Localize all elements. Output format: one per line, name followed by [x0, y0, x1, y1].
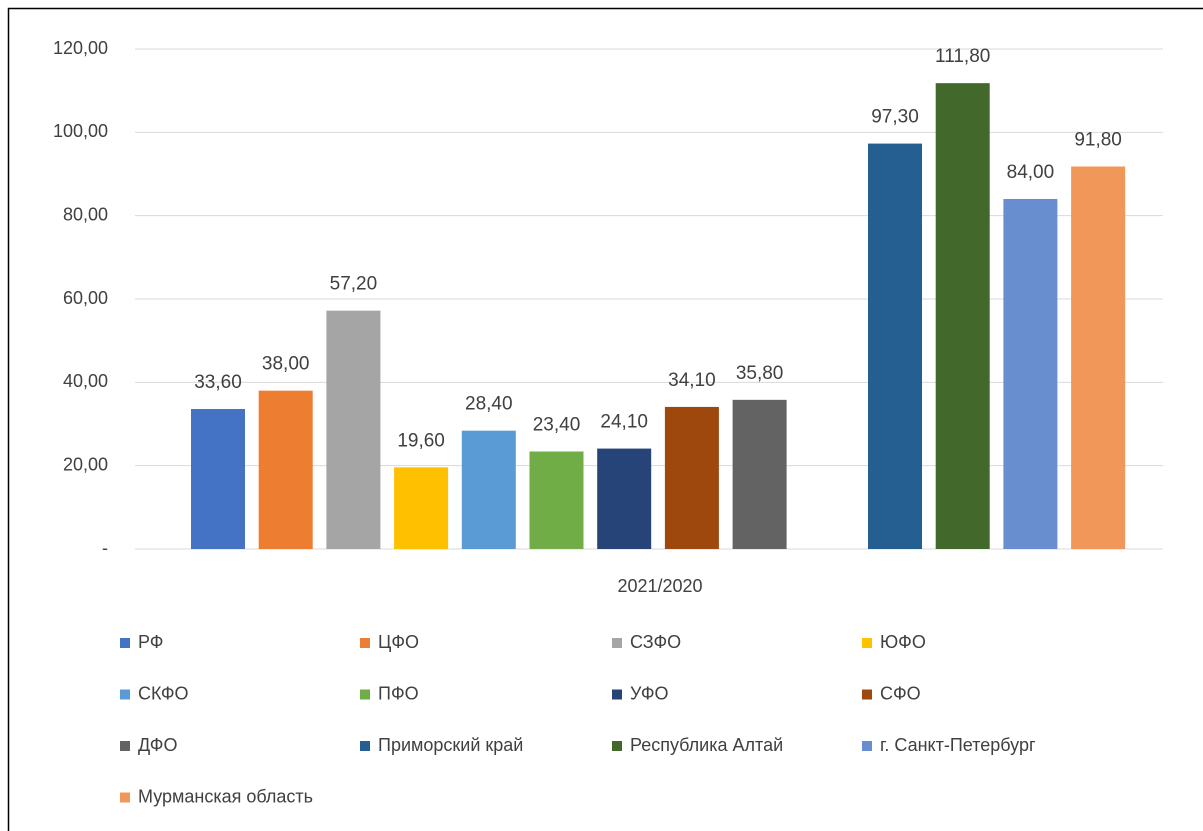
data-label: 33,60 — [194, 372, 242, 393]
bar — [935, 83, 990, 550]
legend-swatch — [120, 689, 130, 700]
y-tick-label: 120,00 — [53, 38, 108, 58]
legend-label: ЮФО — [880, 632, 926, 652]
data-label: 34,10 — [668, 370, 716, 391]
data-label: 57,20 — [330, 274, 378, 295]
bar — [258, 390, 313, 549]
bar — [1071, 166, 1126, 549]
bar — [191, 409, 245, 549]
legend-label: г. Санкт-Петербург — [880, 735, 1036, 755]
legend-swatch — [612, 638, 622, 648]
bar — [868, 143, 922, 550]
bar — [1003, 199, 1058, 549]
legend-label: ПФО — [378, 683, 419, 703]
data-label: 24,10 — [600, 412, 648, 433]
legend-label: Республика Алтай — [630, 735, 783, 755]
legend-swatch — [862, 638, 872, 648]
bar — [664, 406, 719, 549]
y-tick-label: - — [102, 538, 108, 558]
data-label: 84,00 — [1007, 162, 1055, 183]
legend-swatch — [120, 638, 130, 648]
legend-swatch — [612, 689, 622, 700]
y-tick-label: 40,00 — [63, 371, 108, 391]
legend-swatch — [360, 638, 370, 648]
legend-label: ДФО — [138, 735, 177, 755]
legend-swatch — [360, 741, 370, 751]
data-label: 97,30 — [871, 107, 919, 128]
data-label: 28,40 — [465, 394, 513, 415]
legend-label: Приморский край — [378, 735, 523, 755]
bar — [394, 467, 449, 549]
data-label: 35,80 — [736, 363, 784, 384]
legend-swatch — [862, 741, 872, 751]
data-label: 23,40 — [533, 415, 581, 436]
legend-label: СЗФО — [630, 632, 681, 652]
legend-label: ЦФО — [378, 632, 419, 652]
legend-label: РФ — [138, 632, 164, 652]
bar — [326, 310, 381, 549]
legend-swatch — [612, 741, 622, 751]
data-label: 91,80 — [1074, 130, 1122, 151]
legend-swatch — [360, 689, 370, 700]
y-tick-label: 100,00 — [53, 121, 108, 141]
x-tick-label: 2021/2020 — [617, 576, 702, 596]
y-tick-label: 20,00 — [63, 454, 108, 474]
bar — [461, 430, 516, 549]
legend-label: СКФО — [138, 683, 189, 703]
y-tick-label: 60,00 — [63, 288, 108, 308]
data-label: 38,00 — [262, 354, 310, 375]
legend-swatch — [120, 792, 130, 803]
y-tick-label: 80,00 — [63, 204, 108, 224]
bar — [529, 451, 584, 549]
legend-swatch — [120, 741, 130, 751]
legend-label: Мурманская область — [138, 786, 313, 806]
bar — [732, 399, 787, 549]
legend-swatch — [862, 689, 872, 700]
legend-label: УФО — [630, 683, 669, 703]
data-label: 19,60 — [397, 430, 445, 451]
data-label: 111,80 — [935, 46, 990, 67]
legend-label: СФО — [880, 683, 921, 703]
bar — [597, 448, 652, 549]
